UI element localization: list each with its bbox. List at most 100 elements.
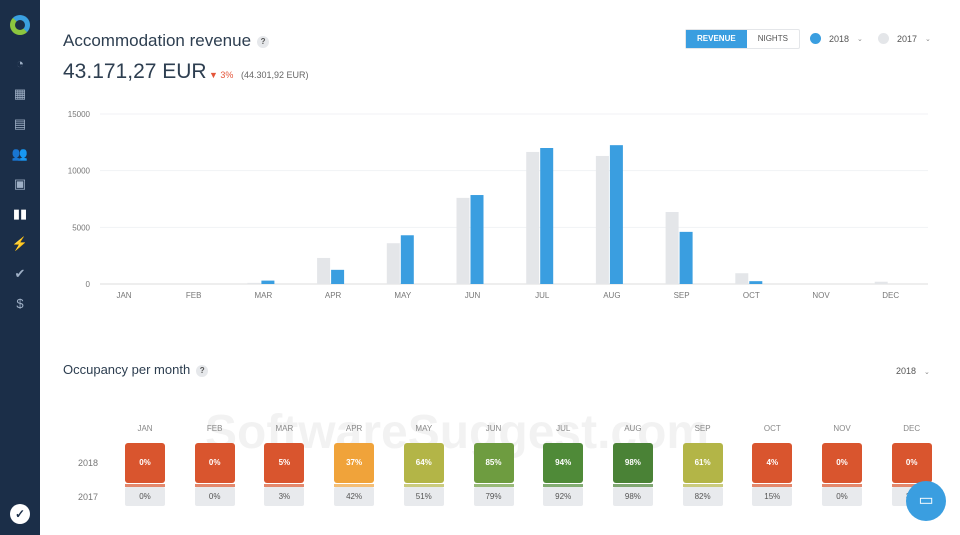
occupancy-2017-cell[interactable]: 15%: [752, 487, 793, 506]
occupancy-divider: [194, 484, 235, 487]
bar-2018: [749, 281, 763, 284]
occupancy-divider: [125, 484, 165, 487]
series-dot-2017: [878, 33, 889, 44]
revenue-delta: ▼ 3%: [209, 70, 234, 80]
occupancy-2017-cell[interactable]: 0%: [194, 487, 235, 506]
month-label: AUG: [624, 424, 642, 433]
revenue-chart: 0 5000 10000 15000 JAN FEB MAR APR MAY JUN JUL AUG S…: [68, 110, 928, 300]
calendar-icon[interactable]: ▦: [13, 86, 27, 101]
x-tick-label: MAR: [255, 291, 273, 300]
occupancy-month: OCT 4% 15%: [742, 424, 802, 506]
occupancy-month: APR 37% 42%: [324, 424, 384, 506]
page-title: Accommodation revenue?: [63, 31, 270, 51]
occupancy-month: AUG 98% 98%: [603, 424, 663, 506]
occupancy-divider: [473, 484, 514, 487]
total-revenue: 43.171,27 EUR: [63, 60, 207, 83]
bar-2017: [526, 151, 540, 284]
occupancy-divider: [403, 484, 444, 487]
occupancy-2018-cell[interactable]: 0%: [891, 443, 932, 483]
bar-2018: [261, 280, 275, 284]
occupancy-divider: [264, 484, 305, 487]
checklist-icon[interactable]: ✓: [10, 504, 30, 524]
help-icon[interactable]: ?: [257, 35, 270, 48]
x-tick-label: SEP: [674, 291, 690, 300]
occupancy-divider: [822, 484, 862, 487]
y-tick-label: 15000: [68, 110, 91, 119]
bar-2018: [609, 145, 623, 284]
statistics-icon[interactable]: ▮▮: [12, 206, 28, 221]
year-2017-selector[interactable]: 2017 ⌄: [878, 33, 931, 44]
occupancy-2018-cell[interactable]: 85%: [473, 443, 514, 483]
plug-icon[interactable]: ⚡: [11, 236, 29, 251]
occupancy-2017-cell[interactable]: 92%: [543, 487, 584, 506]
month-label: OCT: [763, 424, 781, 433]
occupancy-2018-cell[interactable]: 5%: [264, 443, 305, 483]
bar-2018: [470, 195, 484, 284]
occupancy-2017-cell[interactable]: 0%: [125, 487, 165, 506]
occupancy-2017-cell[interactable]: 79%: [473, 487, 514, 506]
app-logo[interactable]: [10, 15, 30, 35]
x-tick-label: JAN: [116, 291, 131, 300]
occupancy-2018-cell[interactable]: 64%: [403, 443, 444, 483]
chat-icon: ▭: [918, 492, 934, 509]
occupancy-2018-cell[interactable]: 98%: [612, 443, 653, 483]
bar-2018: [331, 269, 345, 284]
metric-toggle: REVENUE NIGHTS: [685, 29, 800, 49]
nights-tab[interactable]: NIGHTS: [757, 34, 788, 43]
occupancy-2017-cell[interactable]: 51%: [403, 487, 444, 506]
bar-2017: [874, 281, 888, 284]
y-tick-label: 5000: [72, 223, 90, 232]
occupancy-month: JAN 0% 0%: [115, 424, 175, 506]
occupancy-divider: [334, 484, 375, 487]
occupancy-2017-cell[interactable]: 0%: [822, 487, 862, 506]
revenue-tab[interactable]: REVENUE: [686, 30, 747, 48]
bar-2017: [595, 155, 609, 284]
bar-2017: [456, 197, 470, 284]
occupancy-2018-cell[interactable]: 0%: [194, 443, 235, 483]
occupancy-2018-cell[interactable]: 61%: [682, 443, 723, 483]
occupancy-2017-cell[interactable]: 82%: [682, 487, 723, 506]
occupancy-divider: [612, 484, 653, 487]
occupancy-2017-cell[interactable]: 42%: [334, 487, 375, 506]
month-label: APR: [345, 424, 363, 433]
row-label-2017: 2017: [78, 492, 99, 502]
dashboard-icon[interactable]: ◔: [16, 56, 24, 71]
guests-icon[interactable]: 👥: [11, 146, 29, 161]
occupancy-2018-cell[interactable]: 37%: [334, 443, 375, 483]
chat-button[interactable]: ▭: [906, 481, 946, 521]
x-tick-label: DEC: [882, 291, 899, 300]
x-tick-label: AUG: [603, 291, 620, 300]
legend-label: 2017: [897, 33, 918, 44]
bar-2017: [735, 273, 749, 284]
occupancy-2017-cell[interactable]: 98%: [612, 487, 653, 506]
reports-icon[interactable]: ▣: [13, 176, 27, 191]
occupancy-2018-cell[interactable]: 4%: [752, 443, 793, 483]
bar-2017: [386, 243, 400, 284]
x-tick-label: JUL: [535, 291, 550, 300]
occupancy-year-selector[interactable]: 2018 ⌄: [896, 366, 930, 376]
occupancy-month: MAR 5% 3%: [254, 424, 314, 506]
occupancy-2017-cell[interactable]: 3%: [264, 487, 305, 506]
clipboard-icon[interactable]: ▤: [13, 116, 27, 131]
occupancy-2018-cell[interactable]: 0%: [125, 443, 165, 483]
month-label: JUN: [485, 424, 502, 433]
occupancy-title: Occupancy per month?: [63, 362, 209, 377]
bar-2017: [317, 257, 331, 284]
month-label: JAN: [137, 424, 153, 433]
help-icon[interactable]: ?: [196, 364, 209, 377]
tasks-check-icon[interactable]: ✔: [14, 266, 26, 281]
bar-2017: [247, 282, 261, 284]
y-tick-label: 0: [86, 280, 91, 289]
series-dot-2018: [810, 33, 821, 44]
bar-2018: [540, 148, 554, 284]
occupancy-2018-cell[interactable]: 0%: [822, 443, 862, 483]
occupancy-divider: [543, 484, 584, 487]
year-2018-selector[interactable]: 2018 ⌄: [810, 33, 863, 44]
bar-2018: [400, 235, 414, 284]
occupancy-2018-cell[interactable]: 94%: [543, 443, 584, 483]
x-tick-label: OCT: [743, 291, 760, 300]
chevron-down-icon: ⌄: [857, 35, 863, 43]
occupancy-month: JUL 94% 92%: [533, 424, 593, 506]
occupancy-month: MAY 64% 51%: [394, 424, 454, 506]
money-bag-icon[interactable]: $: [16, 296, 24, 311]
